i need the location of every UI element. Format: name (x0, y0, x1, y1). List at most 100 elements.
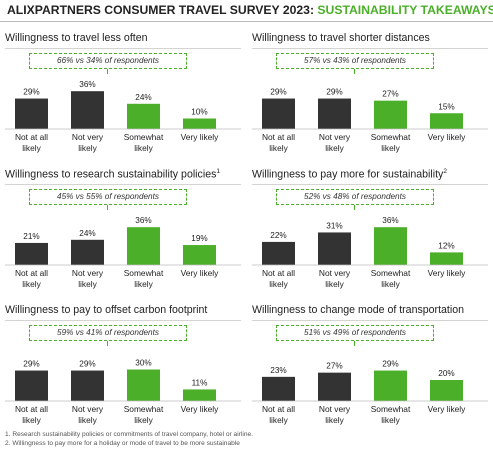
panel-travel-shorter-distances: Willingness to travel shorter distances … (252, 32, 488, 167)
category-label-somewhat-likely: Somewhat likely (371, 404, 411, 425)
category-label-not-at-all-likely: Not at all likely (15, 268, 48, 289)
data-label-not-at-all-likely: 29% (23, 360, 39, 369)
footnote-2: 2. Willingness to pay more for a holiday… (5, 440, 240, 447)
bar-not-very-likely (318, 98, 351, 129)
data-label-very-likely: 15% (438, 102, 454, 111)
category-label-not-at-all-likely: Not at all likely (15, 404, 48, 425)
data-label-not-at-all-likely: 22% (270, 231, 286, 240)
bar-somewhat-likely (127, 103, 160, 129)
category-label-very-likely: Very likely (181, 404, 220, 414)
callout-stem (354, 205, 355, 210)
bar-somewhat-likely (127, 369, 160, 401)
callout-stem (107, 341, 108, 346)
bar-chart: 23% Not at all likely 27% Not very likely 29% S… (252, 360, 488, 425)
category-label-somewhat-likely: Somewhat likely (124, 404, 164, 425)
panel-change-transport-mode: Willingness to change mode of transporta… (252, 304, 488, 439)
category-label-not-at-all-likely: Not at all likely (15, 132, 48, 153)
footnote-ref: 2 (443, 168, 447, 175)
panel-divider (252, 48, 488, 49)
bar-somewhat-likely (374, 370, 407, 401)
data-label-not-very-likely: 31% (326, 221, 342, 230)
data-label-not-at-all-likely: 29% (270, 88, 286, 97)
bar-not-very-likely (318, 232, 351, 265)
category-label-very-likely: Very likely (428, 132, 467, 142)
panel-title: Willingness to change mode of transporta… (252, 304, 464, 316)
callout-box: 51% vs 49% of respondents (276, 325, 434, 341)
category-label-very-likely: Very likely (428, 268, 467, 278)
callout-stem (354, 69, 355, 74)
category-label-somewhat-likely: Somewhat likely (124, 268, 164, 289)
category-label-not-very-likely: Not very likely (319, 268, 351, 289)
bar-chart: 21% Not at all likely 24% Not very likely 36% S… (5, 216, 241, 289)
bar-very-likely (430, 380, 463, 401)
callout-box: 66% vs 34% of respondents (29, 53, 187, 69)
panel-title: Willingness to travel less often (5, 32, 148, 44)
bar-not-very-likely (71, 370, 104, 401)
category-label-not-very-likely: Not very likely (72, 132, 104, 153)
category-label-not-at-all-likely: Not at all likely (262, 268, 295, 289)
bar-not-very-likely (318, 372, 351, 401)
bar-chart: 29% Not at all likely 29% Not very likely 30% S… (5, 359, 241, 425)
data-label-very-likely: 10% (191, 108, 207, 117)
panel-divider (5, 48, 241, 49)
data-label-somewhat-likely: 36% (382, 216, 398, 225)
panel-title: Willingness to travel shorter distances (252, 32, 430, 44)
category-label-somewhat-likely: Somewhat likely (371, 132, 411, 153)
bar-chart: 29% Not at all likely 29% Not very likely 27% S… (252, 88, 488, 153)
bar-somewhat-likely (127, 227, 160, 265)
panel-divider (252, 320, 488, 321)
panel-title: Willingness to pay more for sustainabili… (252, 168, 447, 181)
page-title: ALIXPARTNERS CONSUMER TRAVEL SURVEY 2023… (7, 3, 493, 17)
callout-box: 57% vs 43% of respondents (276, 53, 434, 69)
category-label-not-at-all-likely: Not at all likely (262, 132, 295, 153)
category-label-somewhat-likely: Somewhat likely (124, 132, 164, 153)
data-label-somewhat-likely: 24% (135, 93, 151, 102)
footnote-ref: 1 (216, 168, 221, 175)
bar-very-likely (183, 245, 216, 265)
data-label-somewhat-likely: 27% (382, 90, 398, 99)
data-label-not-very-likely: 36% (79, 80, 95, 89)
panel-title: Willingness to pay to offset carbon foot… (5, 304, 208, 316)
bar-somewhat-likely (374, 227, 407, 265)
data-label-not-at-all-likely: 23% (270, 366, 286, 375)
header-divider (0, 21, 493, 22)
data-label-not-very-likely: 24% (79, 229, 95, 238)
panel-pay-more-sustainability: Willingness to pay more for sustainabili… (252, 168, 488, 303)
footnote-1: 1. Research sustainability policies or c… (5, 431, 253, 438)
data-label-somewhat-likely: 36% (135, 216, 151, 225)
data-label-not-very-likely: 29% (79, 360, 95, 369)
callout-box: 45% vs 55% of respondents (29, 189, 187, 205)
panel-divider (252, 184, 488, 185)
title-highlight: SUSTAINABILITY TAKEAWAYS (317, 3, 493, 17)
callout-stem (107, 205, 108, 210)
category-label-not-very-likely: Not very likely (319, 132, 351, 153)
bar-not-at-all-likely (262, 98, 295, 129)
bar-chart: 29% Not at all likely 36% Not very likely 24% S… (5, 80, 241, 153)
category-label-not-at-all-likely: Not at all likely (262, 404, 295, 425)
category-label-somewhat-likely: Somewhat likely (371, 268, 411, 289)
category-label-not-very-likely: Not very likely (72, 268, 104, 289)
data-label-not-at-all-likely: 21% (23, 232, 39, 241)
panel-research-sustainability: Willingness to research sustainability p… (5, 168, 241, 303)
data-label-not-very-likely: 29% (326, 88, 342, 97)
panel-offset-carbon: Willingness to pay to offset carbon foot… (5, 304, 241, 439)
data-label-very-likely: 12% (438, 241, 454, 250)
bar-not-at-all-likely (15, 242, 48, 265)
panel-travel-less-often: Willingness to travel less often 66% vs … (5, 32, 241, 167)
category-label-not-very-likely: Not very likely (72, 404, 104, 425)
title-prefix: ALIXPARTNERS CONSUMER TRAVEL SURVEY 2023… (7, 3, 318, 17)
footnotes: 1. Research sustainability policies or c… (5, 430, 253, 448)
bar-chart: 22% Not at all likely 31% Not very likely 36% S… (252, 216, 488, 289)
bar-not-at-all-likely (262, 241, 295, 265)
panel-title: Willingness to research sustainability p… (5, 168, 221, 181)
data-label-somewhat-likely: 29% (382, 360, 398, 369)
data-label-not-very-likely: 27% (326, 362, 342, 371)
panel-divider (5, 184, 241, 185)
data-label-not-at-all-likely: 29% (23, 88, 39, 97)
bar-not-at-all-likely (15, 370, 48, 401)
bar-not-at-all-likely (262, 376, 295, 401)
data-label-very-likely: 20% (438, 369, 454, 378)
callout-box: 52% vs 48% of respondents (276, 189, 434, 205)
data-label-somewhat-likely: 30% (135, 359, 151, 368)
category-label-very-likely: Very likely (181, 268, 220, 278)
